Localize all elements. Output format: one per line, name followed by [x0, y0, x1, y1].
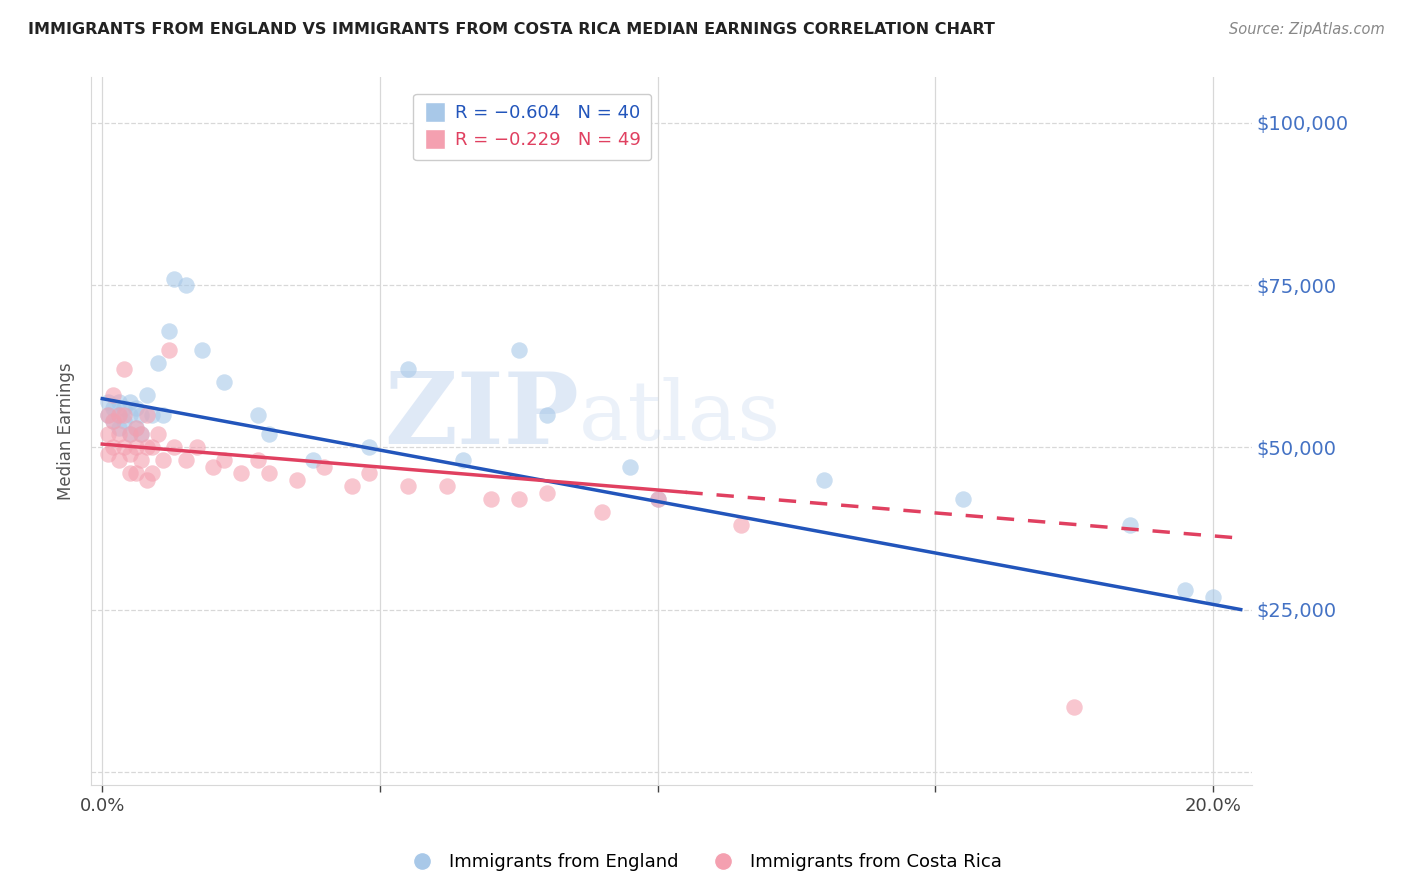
Point [191, 343, 214, 357]
Point [97, 408, 120, 422]
Point [97, 427, 120, 442]
Point [1174, 583, 1197, 598]
Point [135, 473, 157, 487]
Y-axis label: Median Earnings: Median Earnings [58, 362, 75, 500]
Point [103, 414, 125, 428]
Point [114, 414, 136, 428]
Point [97, 408, 120, 422]
Point [152, 408, 174, 422]
Point [114, 440, 136, 454]
Point [186, 440, 208, 454]
Point [124, 421, 146, 435]
Point [1202, 590, 1225, 604]
Point [813, 473, 835, 487]
Text: atlas: atlas [579, 377, 780, 457]
Point [202, 459, 225, 474]
Text: ZIP: ZIP [384, 368, 579, 466]
Point [157, 324, 180, 338]
Point [114, 401, 136, 416]
Point [508, 492, 530, 507]
Point [730, 518, 752, 533]
Point [108, 427, 131, 442]
Point [141, 467, 163, 481]
Point [118, 467, 141, 481]
Point [118, 395, 141, 409]
Point [302, 453, 325, 467]
Point [135, 408, 157, 422]
Point [108, 421, 131, 435]
Point [135, 388, 157, 402]
Legend: Immigrants from England, Immigrants from Costa Rica: Immigrants from England, Immigrants from… [396, 847, 1010, 879]
Point [619, 459, 641, 474]
Point [124, 401, 146, 416]
Point [118, 427, 141, 442]
Point [591, 505, 613, 519]
Point [103, 440, 125, 454]
Point [108, 408, 131, 422]
Point [108, 395, 131, 409]
Point [97, 447, 120, 461]
Point [396, 479, 419, 493]
Point [163, 440, 186, 454]
Point [114, 408, 136, 422]
Point [357, 440, 380, 454]
Point [340, 479, 363, 493]
Point [141, 440, 163, 454]
Point [246, 408, 269, 422]
Point [1063, 699, 1085, 714]
Point [124, 467, 146, 481]
Point [108, 453, 131, 467]
Point [118, 447, 141, 461]
Point [103, 401, 125, 416]
Point [124, 440, 146, 454]
Point [108, 408, 131, 422]
Legend: R = −0.604   N = 40, R = −0.229   N = 49: R = −0.604 N = 40, R = −0.229 N = 49 [413, 94, 651, 161]
Text: Source: ZipAtlas.com: Source: ZipAtlas.com [1229, 22, 1385, 37]
Point [214, 376, 236, 390]
Point [536, 408, 558, 422]
Point [257, 467, 280, 481]
Point [451, 453, 474, 467]
Point [246, 453, 269, 467]
Point [952, 492, 974, 507]
Point [647, 492, 669, 507]
Point [146, 427, 169, 442]
Point [129, 427, 152, 442]
Point [135, 440, 157, 454]
Point [103, 414, 125, 428]
Point [129, 427, 152, 442]
Point [647, 492, 669, 507]
Point [152, 453, 174, 467]
Point [174, 453, 197, 467]
Point [118, 427, 141, 442]
Point [229, 467, 252, 481]
Point [129, 408, 152, 422]
Text: IMMIGRANTS FROM ENGLAND VS IMMIGRANTS FROM COSTA RICA MEDIAN EARNINGS CORRELATIO: IMMIGRANTS FROM ENGLAND VS IMMIGRANTS FR… [28, 22, 995, 37]
Point [103, 388, 125, 402]
Point [436, 479, 458, 493]
Point [257, 427, 280, 442]
Point [314, 459, 336, 474]
Point [174, 278, 197, 293]
Point [214, 453, 236, 467]
Point [285, 473, 308, 487]
Point [396, 362, 419, 376]
Point [118, 408, 141, 422]
Point [157, 343, 180, 357]
Point [114, 362, 136, 376]
Point [129, 453, 152, 467]
Point [97, 395, 120, 409]
Point [146, 356, 169, 370]
Point [141, 408, 163, 422]
Point [479, 492, 502, 507]
Point [163, 271, 186, 285]
Point [508, 343, 530, 357]
Point [536, 485, 558, 500]
Point [124, 421, 146, 435]
Point [1118, 518, 1140, 533]
Point [357, 467, 380, 481]
